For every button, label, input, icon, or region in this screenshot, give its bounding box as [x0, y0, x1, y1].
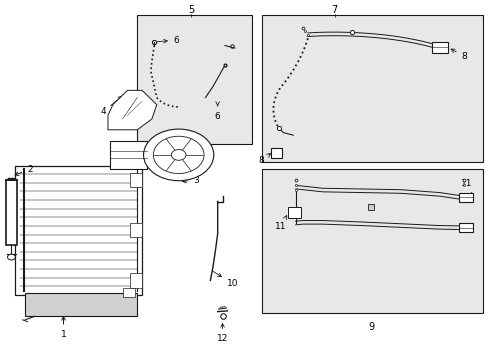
Text: 6: 6 — [214, 102, 220, 121]
Text: 4: 4 — [100, 96, 122, 116]
Bar — [458, 223, 472, 232]
Bar — [137, 15, 251, 144]
Text: 12: 12 — [216, 324, 228, 343]
Text: 11: 11 — [275, 216, 286, 231]
Text: 9: 9 — [367, 322, 374, 332]
Polygon shape — [108, 90, 157, 130]
Bar — [25, 293, 137, 316]
Circle shape — [171, 149, 185, 160]
Text: 5: 5 — [187, 5, 194, 15]
Text: 10: 10 — [212, 271, 239, 288]
Bar — [271, 148, 282, 158]
Text: 8: 8 — [450, 49, 466, 61]
Bar — [261, 15, 483, 162]
Bar — [15, 166, 142, 295]
Circle shape — [143, 129, 213, 181]
Bar — [261, 169, 483, 313]
Text: 3: 3 — [182, 176, 198, 185]
Circle shape — [7, 254, 15, 260]
Bar — [5, 180, 17, 244]
Bar — [110, 140, 147, 169]
Bar — [130, 173, 142, 187]
Bar — [431, 42, 447, 53]
Bar — [122, 288, 135, 297]
Bar — [458, 193, 472, 202]
Bar — [130, 223, 142, 237]
Text: 1: 1 — [61, 316, 66, 339]
Text: 2: 2 — [15, 165, 33, 175]
Text: 8: 8 — [258, 154, 270, 165]
Text: 7: 7 — [331, 5, 337, 15]
Text: 11: 11 — [460, 179, 471, 196]
Text: 6: 6 — [157, 36, 179, 45]
Bar — [130, 273, 142, 288]
Bar — [288, 207, 300, 218]
Circle shape — [153, 136, 203, 174]
